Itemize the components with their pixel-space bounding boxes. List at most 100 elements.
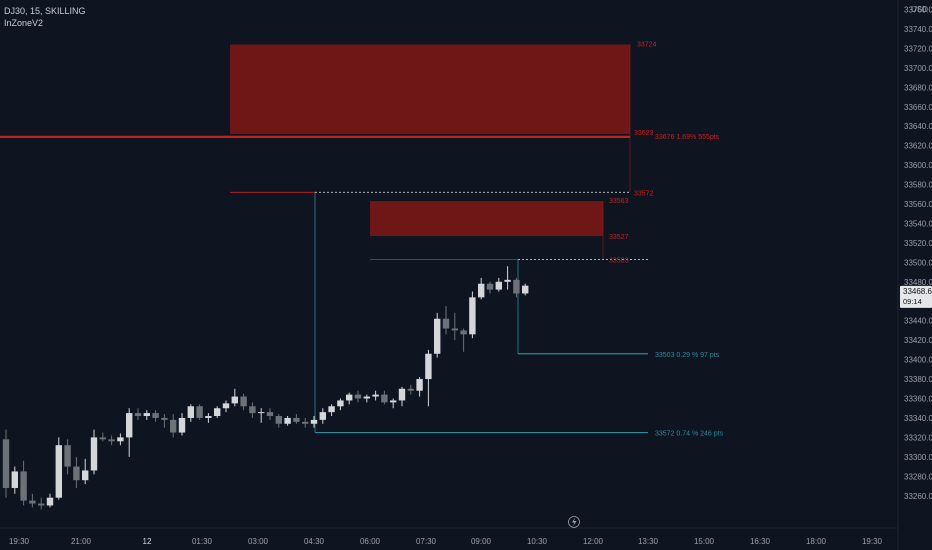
- candle-body: [29, 500, 36, 504]
- supply-zone-upper: [230, 44, 630, 134]
- y-tick-label: 33720.0: [904, 44, 932, 53]
- candle-body: [434, 318, 441, 354]
- zone-bottom-label: 33527: [609, 234, 629, 241]
- y-tick-label: 33340.0: [904, 414, 932, 423]
- level-label: 33503: [609, 257, 629, 264]
- candle-body: [152, 413, 159, 418]
- x-tick-label: 12:00: [583, 537, 604, 546]
- x-tick-label: 10:30: [527, 537, 548, 546]
- candle-body: [522, 285, 529, 294]
- candle-body: [513, 279, 520, 294]
- candle-body: [495, 281, 502, 290]
- target-label: 33503 0.29 % 97 pts: [655, 352, 720, 359]
- y-tick-label: 33580.0: [904, 181, 932, 190]
- candle-body: [249, 406, 256, 414]
- target-label: 33572 0.74 % 246 pts: [655, 431, 724, 438]
- symbol-line[interactable]: DJ30, 15, SKILLING: [4, 6, 86, 16]
- x-tick-label: 06:00: [360, 537, 381, 546]
- countdown-value: 09:14: [903, 297, 922, 306]
- candle-body: [302, 421, 309, 424]
- candle-body: [354, 394, 362, 399]
- candle-body: [275, 416, 282, 424]
- candle-body: [214, 408, 221, 417]
- candle-body: [117, 437, 124, 442]
- candle-body: [196, 406, 203, 418]
- candle-body: [161, 417, 168, 420]
- candle-body: [126, 413, 133, 438]
- y-tick-label: 33400.0: [904, 356, 932, 365]
- candle-body: [82, 470, 89, 481]
- x-tick-label: 19:30: [862, 537, 883, 546]
- y-tick-label: 33560.0: [904, 200, 932, 209]
- x-tick-label: 01:30: [192, 537, 213, 546]
- candle-body: [372, 394, 379, 397]
- x-tick-label: 07:30: [416, 537, 437, 546]
- candle-body: [337, 400, 344, 407]
- x-tick-label: 13:30: [638, 537, 659, 546]
- y-tick-label: 33360.0: [904, 395, 932, 404]
- y-tick-label: 33320.0: [904, 433, 932, 442]
- candle-body: [11, 471, 18, 488]
- candle-body: [64, 445, 71, 467]
- candle-body: [231, 396, 238, 404]
- lightning-icon: [568, 516, 580, 528]
- level-label: 33572: [634, 190, 654, 197]
- supply-zone-lower: [370, 201, 603, 237]
- candle-body: [90, 437, 98, 471]
- candle-body: [73, 466, 80, 481]
- candle-body: [363, 396, 370, 399]
- candle-body: [346, 394, 353, 401]
- candle-body: [416, 379, 423, 391]
- x-tick-label: 19:30: [9, 537, 30, 546]
- x-tick-label: 21:00: [71, 537, 92, 546]
- candle-body: [425, 353, 432, 380]
- y-tick-label: 33660.0: [904, 103, 932, 112]
- last-price-value: 33468.6: [903, 287, 932, 296]
- y-tick-label: 33440.0: [904, 317, 932, 326]
- candle-body: [390, 400, 397, 403]
- candle-body: [240, 396, 247, 407]
- lightning-icon-bolt: [572, 517, 577, 527]
- candle-body: [407, 388, 414, 391]
- candle-body: [469, 297, 476, 335]
- y-tick-label: 33700.0: [904, 64, 932, 73]
- candle-body: [442, 318, 450, 329]
- candle-body: [99, 437, 106, 440]
- candle-body: [266, 412, 274, 417]
- candle-body: [328, 406, 335, 413]
- candle-body: [55, 445, 62, 498]
- lightning-icon-ring: [568, 516, 580, 528]
- candle-body: [398, 388, 406, 401]
- zone-top-label: 33724: [637, 42, 657, 49]
- candle-body: [504, 279, 511, 282]
- y-tick-label: 33760.0: [904, 6, 932, 15]
- x-tick-label: 18:00: [806, 537, 827, 546]
- y-tick-label: 33740.0: [904, 25, 932, 34]
- last-price-tag: 33468.609:14: [900, 285, 932, 308]
- candle-body: [381, 394, 388, 403]
- candle-body: [293, 417, 300, 422]
- y-tick-label: 33420.0: [904, 336, 932, 345]
- x-tick-label: 04:30: [304, 537, 325, 546]
- y-tick-label: 33380.0: [904, 375, 932, 384]
- currency-label: USD: [911, 5, 928, 14]
- candle-body: [108, 439, 115, 442]
- x-tick-label: 16:30: [750, 537, 771, 546]
- chart-header: DJ30, 15, SKILLING InZoneV2: [4, 5, 86, 29]
- x-tick-label: 12: [143, 537, 152, 546]
- candle-body: [478, 283, 485, 298]
- candle-body: [170, 419, 177, 433]
- candle-body: [143, 413, 150, 417]
- candle-body: [205, 416, 212, 418]
- x-tick-label: 15:00: [694, 537, 715, 546]
- x-tick-label: 03:00: [248, 537, 269, 546]
- candle-body: [46, 497, 54, 506]
- candle-body: [310, 419, 318, 424]
- y-tick-label: 33280.0: [904, 472, 932, 481]
- candle-body: [187, 406, 194, 418]
- candle-body: [134, 413, 142, 417]
- indicator-name[interactable]: InZoneV2: [4, 18, 44, 28]
- candle-body: [20, 471, 27, 501]
- level-marker-label: 33623: [634, 130, 654, 137]
